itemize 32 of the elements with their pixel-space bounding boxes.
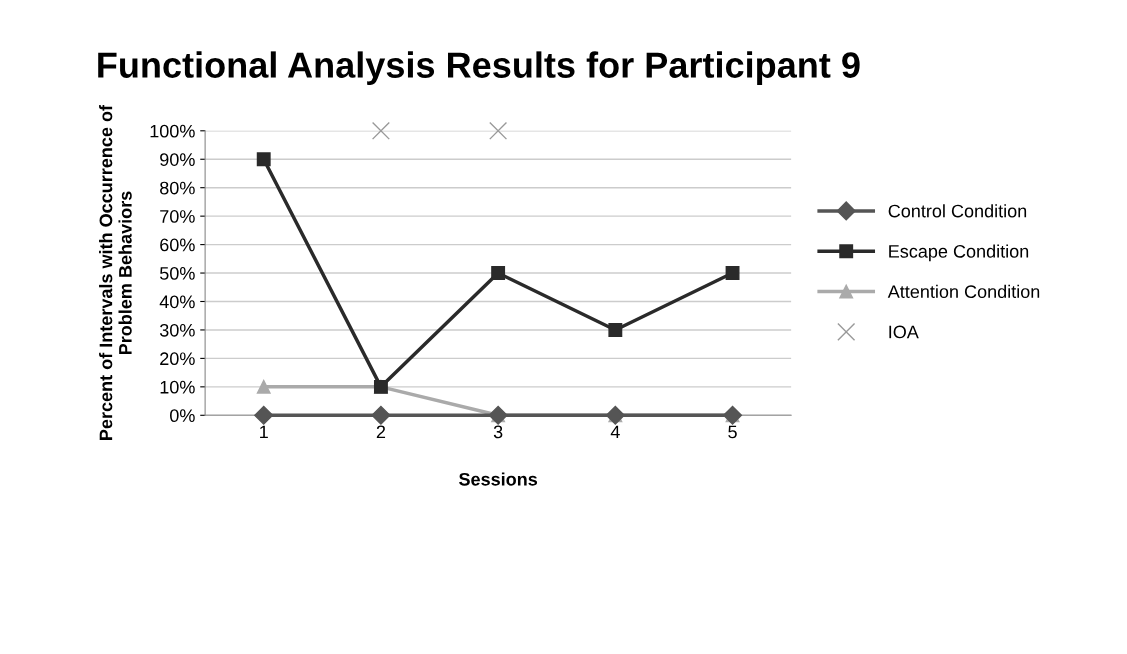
- y-tick-label: 70%: [160, 210, 195, 223]
- legend-label: Attention Condition: [887, 284, 1040, 299]
- legend-label: Escape Condition: [889, 244, 1029, 262]
- point: [608, 322, 623, 337]
- y-tick-label: 0%: [170, 409, 195, 423]
- point: [371, 405, 391, 425]
- point: [371, 121, 390, 140]
- x-tick-label: 1: [260, 425, 268, 439]
- y-tick-label: 100%: [150, 124, 195, 138]
- y-tick-label: 30%: [159, 323, 195, 337]
- point: [256, 152, 271, 167]
- x-tick-label: 4: [610, 425, 620, 439]
- y-tick-label: 80%: [160, 181, 195, 195]
- y-tick-label: 10%: [160, 380, 195, 394]
- point: [256, 379, 271, 394]
- y-tick-label: 50%: [159, 266, 195, 280]
- point: [491, 266, 506, 280]
- x-tick-label: 3: [493, 425, 503, 439]
- x-tick-label: 5: [728, 425, 737, 439]
- y-tick-label: 90%: [160, 153, 195, 166]
- legend-label: Control Condition: [888, 204, 1027, 218]
- y-tick-label: 20%: [160, 352, 195, 366]
- legend-label: IOA: [889, 325, 919, 339]
- y-tick-label: 60%: [160, 238, 195, 252]
- point: [725, 266, 740, 280]
- point: [254, 405, 274, 425]
- point: [489, 121, 508, 140]
- x-axis-title: Sessions: [459, 472, 538, 486]
- y-axis-title: Percent of Intervals with Occurrence of Problem Behaviors: [99, 104, 132, 440]
- chart-title: Functional Analysis Results for Participant 9: [98, 51, 860, 86]
- y-tick-label: 40%: [159, 295, 195, 309]
- x-tick-label: 2: [376, 425, 386, 439]
